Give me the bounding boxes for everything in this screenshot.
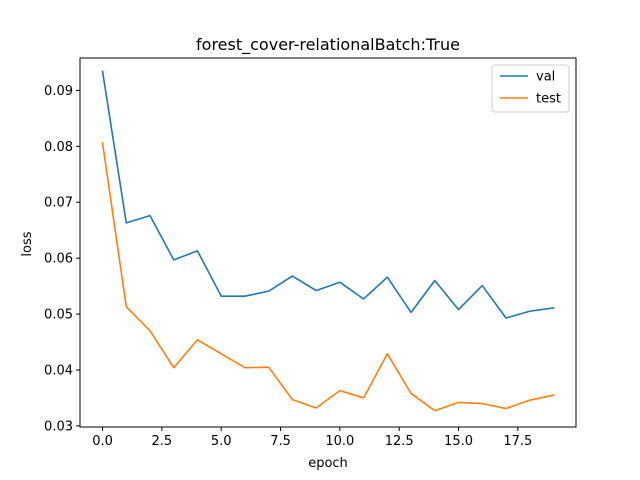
x-tick-label: 12.5 [385, 434, 414, 449]
x-tick-label: 0.0 [92, 434, 113, 449]
y-tick-label: 0.05 [44, 308, 73, 323]
legend: val test [491, 64, 570, 113]
x-tick-label: 7.5 [270, 434, 291, 449]
x-tick-label: 10.0 [325, 434, 354, 449]
x-tick-label: 17.5 [503, 434, 532, 449]
y-tick-label: 0.04 [44, 363, 73, 378]
chart-title: forest_cover-relationalBatch:True [196, 35, 460, 55]
y-tick-label: 0.03 [44, 419, 73, 434]
legend-label-test: test [536, 92, 561, 107]
y-tick-label: 0.07 [44, 196, 73, 211]
x-tick-label: 5.0 [211, 434, 232, 449]
x-axis-label: epoch [308, 456, 348, 471]
plot-area: 0.0 2.5 5.0 7.5 10.0 12.5 15.0 17.5 0.03 0.04 0.05… [44, 57, 577, 449]
x-tick-label: 15.0 [444, 434, 473, 449]
legend-label-val: val [536, 70, 555, 85]
y-tick-label: 0.06 [44, 252, 73, 267]
y-tick-label: 0.08 [44, 140, 73, 155]
y-axis-label: loss [20, 231, 35, 256]
axes-frame [79, 57, 577, 428]
series-line-test [101, 142, 555, 412]
x-tick-label: 2.5 [152, 434, 173, 449]
series-line-val [101, 70, 555, 319]
y-tick-label: 0.09 [44, 84, 73, 99]
